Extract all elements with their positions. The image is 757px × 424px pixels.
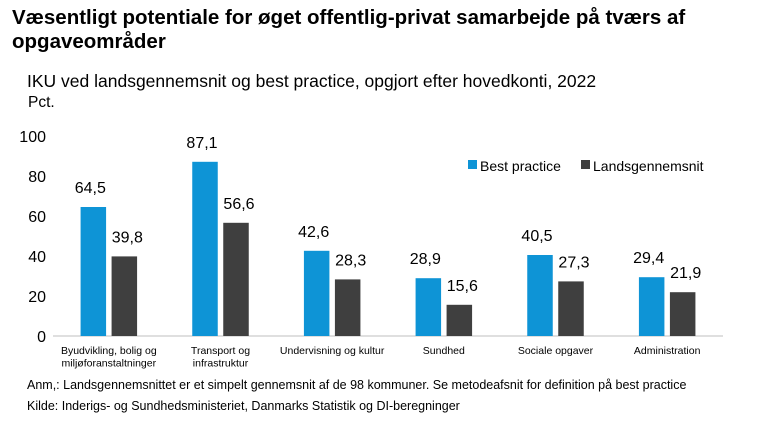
note-kilde: Kilde: Inderigs- og Sundhedsministeriet,… bbox=[27, 399, 460, 413]
bar-best-practice-0 bbox=[80, 207, 107, 336]
x-tick-label-4: Sociale opgaver bbox=[518, 345, 594, 357]
legend-swatch-0 bbox=[468, 160, 477, 169]
x-tick-label-2: Undervisning og kultur bbox=[280, 345, 385, 357]
bar-landsgennemsnit-0 bbox=[111, 256, 138, 336]
bar-best-practice-5 bbox=[638, 277, 665, 336]
data-label-best-practice-4: 40,5 bbox=[521, 228, 552, 245]
bar-landsgennemsnit-3 bbox=[446, 304, 473, 336]
data-label-landsgennemsnit-4: 27,3 bbox=[558, 254, 589, 271]
y-tick-label-3: 60 bbox=[28, 209, 46, 226]
bar-best-practice-4 bbox=[527, 255, 553, 336]
legend-label-1: Landsgennemsnit bbox=[593, 158, 704, 174]
bar-best-practice-1 bbox=[192, 161, 218, 336]
data-label-best-practice-1: 87,1 bbox=[186, 135, 217, 152]
note-anm: Anm,: Landsgennemsnittet er et simpelt g… bbox=[27, 378, 687, 392]
bar-landsgennemsnit-4 bbox=[558, 281, 584, 336]
x-tick-label-1-line-0: Transport og bbox=[191, 345, 250, 357]
bar-landsgennemsnit-5 bbox=[669, 292, 696, 336]
data-label-landsgennemsnit-3: 15,6 bbox=[447, 278, 478, 295]
chart-title: Væsentligt potentiale for øget offentlig… bbox=[12, 6, 686, 53]
x-tick-label-0-line-0: Byudvikling, bolig og bbox=[61, 345, 157, 357]
data-label-landsgennemsnit-2: 28,3 bbox=[335, 252, 366, 269]
bar-landsgennemsnit-1 bbox=[223, 222, 249, 336]
legend-label-0: Best practice bbox=[480, 158, 561, 174]
y-tick-label-1: 20 bbox=[28, 289, 46, 306]
chart-subtitle: IKU ved landsgennemsnit og best practice… bbox=[27, 71, 597, 91]
bar-best-practice-3 bbox=[415, 278, 442, 336]
data-label-best-practice-5: 29,4 bbox=[633, 250, 664, 267]
data-label-best-practice-3: 28,9 bbox=[410, 251, 441, 268]
data-label-landsgennemsnit-5: 21,9 bbox=[670, 265, 701, 282]
x-tick-label-3: Sundhed bbox=[423, 345, 465, 357]
y-tick-label-2: 40 bbox=[28, 249, 46, 266]
x-tick-label-5: Administration bbox=[634, 345, 701, 357]
data-label-landsgennemsnit-0: 39,8 bbox=[112, 229, 143, 246]
bar-best-practice-2 bbox=[303, 250, 330, 336]
y-axis-label: Pct. bbox=[28, 94, 55, 111]
data-label-best-practice-0: 64,5 bbox=[75, 180, 106, 197]
y-tick-label-4: 80 bbox=[28, 169, 46, 186]
x-tick-label-1-line-1: infrastruktur bbox=[193, 358, 249, 370]
x-tick-label-0-line-1: miljøforanstaltninger bbox=[62, 358, 157, 370]
y-tick-label-5: 100 bbox=[19, 129, 46, 146]
legend-swatch-1 bbox=[581, 160, 590, 169]
data-label-landsgennemsnit-1: 56,6 bbox=[223, 196, 254, 213]
data-label-best-practice-2: 42,6 bbox=[298, 224, 329, 241]
bar-landsgennemsnit-2 bbox=[334, 279, 361, 336]
y-tick-label-0: 0 bbox=[37, 329, 46, 346]
